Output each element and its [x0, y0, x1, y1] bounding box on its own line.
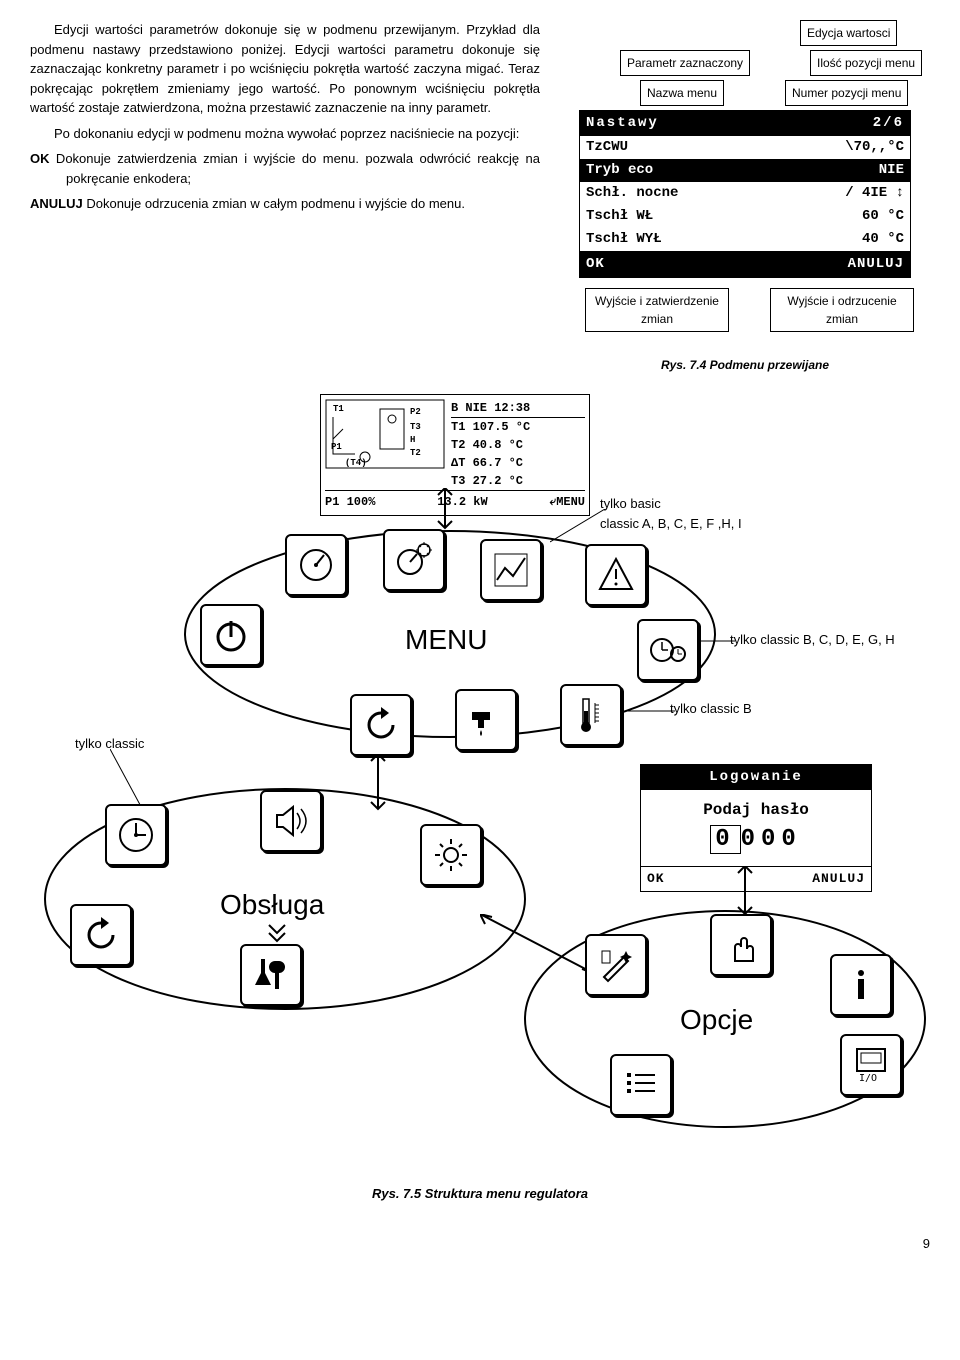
- io-device-icon: I/O: [840, 1034, 902, 1096]
- callout-edit-value: Edycja wartosci: [800, 20, 897, 46]
- paragraph-2: Po dokonaniu edycji w podmenu można wywo…: [30, 124, 540, 144]
- svg-text:T2: T2: [410, 448, 421, 458]
- svg-text:H: H: [410, 435, 415, 445]
- refresh-icon-2: [70, 904, 132, 966]
- login-cancel: ANULUJ: [812, 869, 865, 889]
- lcd2-l2: T2 40.8 °C: [451, 436, 585, 454]
- speaker-icon: [260, 790, 322, 852]
- note-line-1: [550, 509, 610, 549]
- figure-7-5-diagram: T1 P2 T3 H T2 P1 (T4) B NIE 12:38 T1 107…: [30, 394, 930, 1154]
- text-column: Edycji wartości parametrów dokonuje się …: [30, 20, 540, 374]
- power-icon: [200, 604, 262, 666]
- svg-text:P1: P1: [331, 442, 342, 452]
- callout-exit-save: Wyjście i zatwierdzenie zmian: [585, 288, 729, 332]
- login-title: Logowanie: [641, 765, 871, 790]
- refresh-icon: [350, 694, 412, 756]
- lcd-r2l: Tryb eco: [586, 160, 653, 181]
- cancel-desc: Dokonuje odrzucenia zmian w całym podmen…: [83, 196, 465, 211]
- lcd-r5r: 40 °C: [862, 229, 904, 250]
- callout-item-number: Numer pozycji menu: [785, 80, 908, 106]
- svg-text:I/O: I/O: [859, 1073, 877, 1084]
- svg-text:(T4): (T4): [345, 458, 367, 468]
- lcd-r5l: Tschł WYŁ: [586, 229, 662, 250]
- lcd2-bl: P1 100%: [325, 493, 375, 511]
- clock-icon: [105, 804, 167, 866]
- login-d1: 000: [741, 826, 802, 853]
- lcd-r2r: NIE: [879, 160, 904, 181]
- cancel-item: ANULUJ Dokonuje odrzucenia zmian w całym…: [30, 194, 540, 214]
- note-classic-bcdegh: tylko classic B, C, D, E, G, H: [730, 630, 895, 650]
- ok-label: OK: [30, 151, 50, 166]
- caption-7-5: Rys. 7.5 Struktura menu regulatora: [30, 1184, 930, 1204]
- clock-timer-icon: [637, 619, 699, 681]
- svg-text:T1: T1: [333, 404, 344, 414]
- lcd2-l1: T1 107.5 °C: [451, 418, 585, 436]
- cancel-label: ANULUJ: [30, 196, 83, 211]
- lcd-title-right: 2/6: [873, 113, 904, 134]
- lcd2-l4: T3 27.2 °C: [451, 472, 585, 490]
- callout-menu-name: Nazwa menu: [640, 80, 724, 106]
- lcd-r4l: Tschł WŁ: [586, 206, 653, 227]
- info-icon: [830, 954, 892, 1016]
- ok-desc: Dokonuje zatwierdzenia zmian i wyjście d…: [50, 151, 541, 186]
- ok-item: OK Dokonuje zatwierdzenia zmian i wyjści…: [30, 149, 540, 188]
- opcje-label: Opcje: [680, 999, 753, 1041]
- lcd-r3r: / 4IE ↕: [845, 183, 904, 204]
- gauge-icon: [285, 534, 347, 596]
- thermometer-icon: [560, 684, 622, 746]
- warning-icon: [585, 544, 647, 606]
- lcd2-top: B NIE 12:38: [451, 399, 585, 418]
- menu-label: MENU: [405, 619, 487, 661]
- hand-icon: [710, 914, 772, 976]
- magic-icon: [585, 934, 647, 996]
- faucet-icon: [455, 689, 517, 751]
- paragraph-1: Edycji wartości parametrów dokonuje się …: [30, 20, 540, 118]
- lcd-cancel: ANULUJ: [848, 254, 904, 275]
- callout-item-count: Ilość pozycji menu: [810, 50, 922, 76]
- lcd-r4r: 60 °C: [862, 206, 904, 227]
- note-line-2: [700, 636, 735, 646]
- chevron-down-icon: [265, 919, 289, 943]
- figure-7-4: Edycja wartosci Parametr zaznaczony Iloś…: [560, 20, 930, 374]
- schematic-icon: T1 P2 T3 H T2 P1 (T4): [325, 399, 445, 469]
- note-classic-b: tylko classic B: [670, 699, 752, 719]
- note-line-3: [625, 706, 675, 716]
- lcd-r1r: \70,,°C: [845, 137, 904, 158]
- tools-icon: [240, 944, 302, 1006]
- lcd-r3l: Schł. nocne: [586, 183, 678, 204]
- login-prompt: Podaj hasło: [649, 798, 863, 822]
- lcd-ok: OK: [586, 254, 605, 275]
- lcd-r1l: TzCWU: [586, 137, 628, 158]
- svg-text:P2: P2: [410, 407, 421, 417]
- list-icon: [610, 1054, 672, 1116]
- brightness-icon: [420, 824, 482, 886]
- chart-icon: [480, 539, 542, 601]
- login-d0: 0: [710, 825, 740, 854]
- lcd-submenu: Nastawy 2/6 TzCWU \70,,°C Tryb eco NIE Schł…: [579, 110, 911, 278]
- callout-exit-discard: Wyjście i odrzucenie zmian: [770, 288, 914, 332]
- gauge-gear-icon: [383, 529, 445, 591]
- lcd2-l3: ∆T 66.7 °C: [451, 454, 585, 472]
- caption-7-4: Rys. 7.4 Podmenu przewijane: [560, 356, 930, 374]
- note-basic-2: classic A, B, C, E, F ,H, I: [600, 516, 742, 531]
- note-basic: tylko basic classic A, B, C, E, F ,H, I: [600, 494, 742, 533]
- svg-text:T3: T3: [410, 422, 421, 432]
- page-number: 9: [30, 1234, 930, 1254]
- lcd-title-left: Nastawy: [586, 113, 659, 134]
- login-ok: OK: [647, 869, 665, 889]
- callout-param-selected: Parametr zaznaczony: [620, 50, 750, 76]
